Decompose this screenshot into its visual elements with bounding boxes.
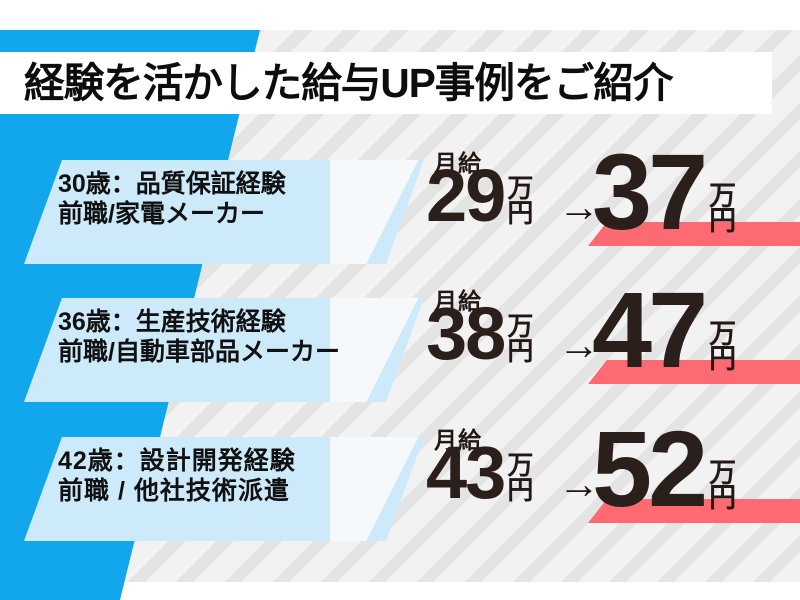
monthly-salary-label: 月給: [434, 427, 482, 453]
unit-man-glyph: 万: [507, 173, 534, 204]
profile-age-experience: 30歳：品質保証経験: [58, 170, 286, 198]
unit-yen-glyph: 円: [507, 474, 534, 505]
unit-yen-glyph: 円: [709, 483, 737, 514]
title-banner: 経験を活かした給与UP事例をご紹介: [0, 52, 772, 114]
salary-after-unit: 万 円: [709, 318, 737, 375]
salary-after-unit: 万 円: [709, 180, 737, 237]
bottom-white-margin: [0, 582, 800, 600]
salary-after: 47 万 円: [592, 269, 737, 390]
salary-group: 月給 38 万 円 → 47 万 円: [424, 269, 800, 410]
unit-yen-glyph: 円: [709, 206, 737, 237]
salary-after: 37 万 円: [592, 131, 737, 252]
profile-card-text: 42歳：設計開発経験 前職 / 他社技術派遣: [58, 447, 398, 506]
profile-previous-job: 前職/家電メーカー: [58, 199, 265, 228]
salary-before-unit: 万 円: [507, 450, 534, 505]
salary-group: 月給 29 万 円 → 37 万 円: [424, 131, 800, 272]
profile-previous-job: 前職/自動車部品メーカー: [58, 337, 340, 366]
arrow-right-icon: →: [558, 183, 600, 230]
salary-before-unit: 万 円: [507, 173, 534, 228]
highlight-bar: [588, 222, 800, 246]
salary-after-value: 37: [592, 131, 708, 252]
salary-before: 29 万 円: [426, 154, 534, 237]
highlight-bar: [588, 499, 800, 523]
salary-after-value: 52: [592, 408, 708, 529]
monthly-salary-label: 月給: [434, 150, 482, 176]
salary-group: 月給 43 万 円 → 52 万 円: [424, 408, 800, 549]
salary-before-unit: 万 円: [507, 311, 534, 366]
top-white-margin: [0, 0, 800, 30]
profile-age-experience: 42歳：設計開発経験: [58, 447, 296, 475]
unit-man-glyph: 万: [507, 450, 534, 481]
unit-yen-glyph: 円: [507, 197, 534, 228]
profile-age-experience: 36歳：生産技術経験: [58, 308, 286, 336]
unit-man-glyph: 万: [709, 457, 737, 488]
unit-man-glyph: 万: [507, 311, 534, 342]
profile-previous-job: 前職 / 他社技術派遣: [58, 476, 290, 505]
salary-before-value: 38: [426, 292, 506, 375]
unit-man-glyph: 万: [709, 318, 737, 349]
salary-before-value: 43: [426, 431, 506, 514]
profile-card-text: 36歳：生産技術経験 前職/自動車部品メーカー: [58, 308, 398, 367]
salary-after-unit: 万 円: [709, 457, 737, 514]
unit-man-glyph: 万: [709, 180, 737, 211]
arrow-right-icon: →: [558, 321, 600, 368]
unit-yen-glyph: 円: [507, 335, 534, 366]
highlight-bar: [588, 360, 800, 384]
salary-before-value: 29: [426, 154, 506, 237]
salary-before: 43 万 円: [426, 431, 534, 514]
arrow-right-icon: →: [558, 460, 600, 507]
unit-yen-glyph: 円: [709, 344, 737, 375]
salary-after: 52 万 円: [592, 408, 737, 529]
salary-after-value: 47: [592, 269, 708, 390]
profile-card-text: 30歳：品質保証経験 前職/家電メーカー: [58, 170, 398, 229]
page-title: 経験を活かした給与UP事例をご紹介: [24, 59, 673, 106]
monthly-salary-label: 月給: [434, 288, 482, 314]
salary-before: 38 万 円: [426, 292, 534, 375]
